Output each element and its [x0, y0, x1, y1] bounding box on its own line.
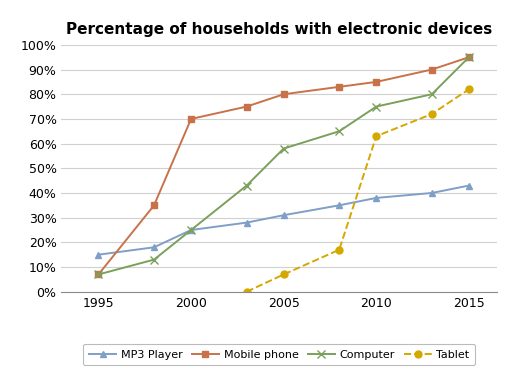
Computer [188, 228, 194, 232]
MP3 Player [244, 220, 250, 225]
Computer [95, 272, 101, 277]
Mobile phone [95, 272, 101, 277]
Mobile phone [151, 203, 157, 208]
MP3 Player [281, 213, 287, 217]
Tablet [336, 248, 343, 252]
MP3 Player [373, 196, 379, 200]
Computer [429, 92, 435, 96]
Tablet [281, 272, 287, 277]
MP3 Player [429, 191, 435, 195]
Computer [281, 146, 287, 151]
Computer [373, 104, 379, 109]
Tablet [373, 134, 379, 138]
Mobile phone [244, 104, 250, 109]
Computer [336, 129, 343, 134]
Title: Percentage of households with electronic devices: Percentage of households with electronic… [66, 22, 492, 37]
Computer [466, 55, 472, 59]
Computer [244, 183, 250, 188]
Mobile phone [466, 55, 472, 59]
MP3 Player [151, 245, 157, 249]
Line: Tablet: Tablet [243, 86, 473, 295]
Line: MP3 Player: MP3 Player [95, 182, 473, 258]
Line: Mobile phone: Mobile phone [95, 54, 473, 278]
MP3 Player [466, 183, 472, 188]
Tablet [466, 87, 472, 92]
Line: Computer: Computer [94, 53, 473, 279]
MP3 Player [336, 203, 343, 208]
Mobile phone [336, 85, 343, 89]
Legend: MP3 Player, Mobile phone, Computer, Tablet: MP3 Player, Mobile phone, Computer, Tabl… [83, 344, 475, 365]
Tablet [244, 289, 250, 294]
MP3 Player [95, 252, 101, 257]
MP3 Player [188, 228, 194, 232]
Mobile phone [188, 117, 194, 121]
Mobile phone [429, 67, 435, 72]
Mobile phone [373, 80, 379, 84]
Mobile phone [281, 92, 287, 96]
Tablet [429, 112, 435, 116]
Computer [151, 257, 157, 262]
